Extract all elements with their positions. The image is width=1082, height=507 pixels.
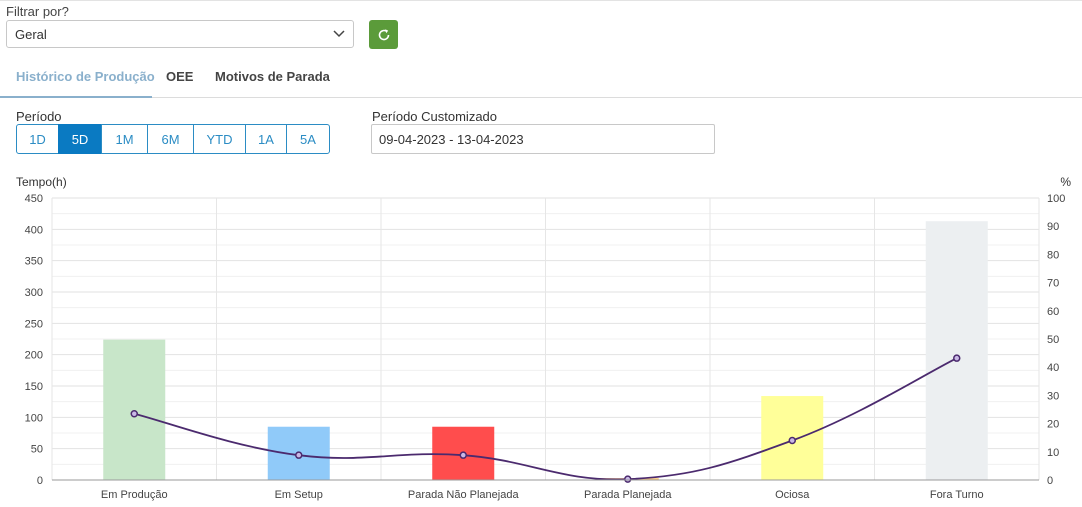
- y2-tick-label: 80: [1047, 249, 1059, 261]
- y-tick-label: 300: [25, 287, 43, 299]
- y2-tick-label: 30: [1047, 390, 1059, 402]
- custom-period-label: Período Customizado: [372, 109, 498, 124]
- y2-axis-title: %: [1060, 175, 1071, 189]
- line-point-5: [953, 354, 961, 362]
- period-button-1m[interactable]: 1M: [101, 124, 148, 154]
- y2-tick-label: 70: [1047, 278, 1059, 290]
- y-tick-label: 100: [25, 412, 43, 424]
- filter-select-value: Geral: [15, 27, 47, 42]
- y2-tick-label: 90: [1047, 221, 1059, 233]
- x-tick-label: Parada Planejada: [584, 489, 672, 501]
- custom-period-input[interactable]: 09-04-2023 - 13-04-2023: [371, 124, 715, 154]
- bar-0: [103, 339, 166, 480]
- period-button-1d[interactable]: 1D: [16, 124, 59, 154]
- bar-5: [925, 221, 988, 480]
- line-point-0: [130, 409, 138, 418]
- y-axis-title: Tempo(h): [16, 175, 67, 189]
- x-tick-label: Em Setup: [275, 489, 323, 501]
- tab-oee[interactable]: OEE: [166, 69, 194, 84]
- y2-tick-label: 10: [1047, 447, 1059, 459]
- line-point-3: [624, 475, 632, 483]
- y-tick-label: 250: [25, 318, 43, 330]
- production-chart: Tempo(h) % 0 50 100 150 200 250 300 350 400 450 0 10 2…: [16, 175, 1071, 501]
- y-tick-label: 200: [25, 350, 43, 362]
- x-tick-label: Parada Não Planejada: [408, 489, 520, 501]
- y-tick-label: 150: [25, 381, 43, 393]
- y2-tick-label: 0: [1047, 475, 1053, 487]
- filter-label: Filtrar por?: [6, 4, 69, 19]
- filter-select[interactable]: Geral: [6, 20, 354, 48]
- tab-historico-producao[interactable]: Histórico de Produção: [16, 69, 155, 84]
- line-point-4: [788, 436, 796, 445]
- active-tab-indicator: [0, 96, 152, 98]
- y2-tick-label: 20: [1047, 419, 1059, 431]
- y2-tick-label: 50: [1047, 334, 1059, 346]
- line-point-2: [459, 451, 467, 459]
- y-tick-label: 350: [25, 256, 43, 268]
- period-button-6m[interactable]: 6M: [147, 124, 194, 154]
- x-tick-label: Ociosa: [775, 489, 810, 501]
- y2-tick-label: 40: [1047, 362, 1059, 374]
- period-button-1a[interactable]: 1A: [245, 124, 287, 154]
- period-button-5d[interactable]: 5D: [58, 124, 102, 154]
- period-button-ytd[interactable]: YTD: [193, 124, 246, 154]
- y-tick-label: 450: [25, 193, 43, 205]
- y2-tick-label: 60: [1047, 306, 1059, 318]
- top-border: [0, 0, 1082, 1]
- y2-tick-label: 100: [1047, 193, 1065, 205]
- period-button-group: 1D 5D 1M 6M YTD 1A 5A: [16, 124, 330, 154]
- x-tick-label: Em Produção: [101, 489, 168, 501]
- period-button-5a[interactable]: 5A: [286, 124, 330, 154]
- line-point-1: [295, 451, 303, 459]
- y-tick-label: 400: [25, 224, 43, 236]
- x-tick-label: Fora Turno: [930, 489, 984, 501]
- tab-motivos-parada[interactable]: Motivos de Parada: [215, 69, 330, 84]
- period-label: Período: [16, 109, 62, 124]
- chevron-down-icon: [333, 30, 345, 38]
- percent-line: [134, 357, 958, 481]
- refresh-button[interactable]: [369, 20, 398, 49]
- custom-period-value: 09-04-2023 - 13-04-2023: [379, 132, 524, 147]
- y-tick-label: 50: [31, 444, 43, 456]
- y-tick-label: 0: [37, 475, 43, 487]
- refresh-icon: [378, 28, 389, 40]
- tab-bar: Histórico de Produção OEE Motivos de Par…: [0, 60, 1082, 98]
